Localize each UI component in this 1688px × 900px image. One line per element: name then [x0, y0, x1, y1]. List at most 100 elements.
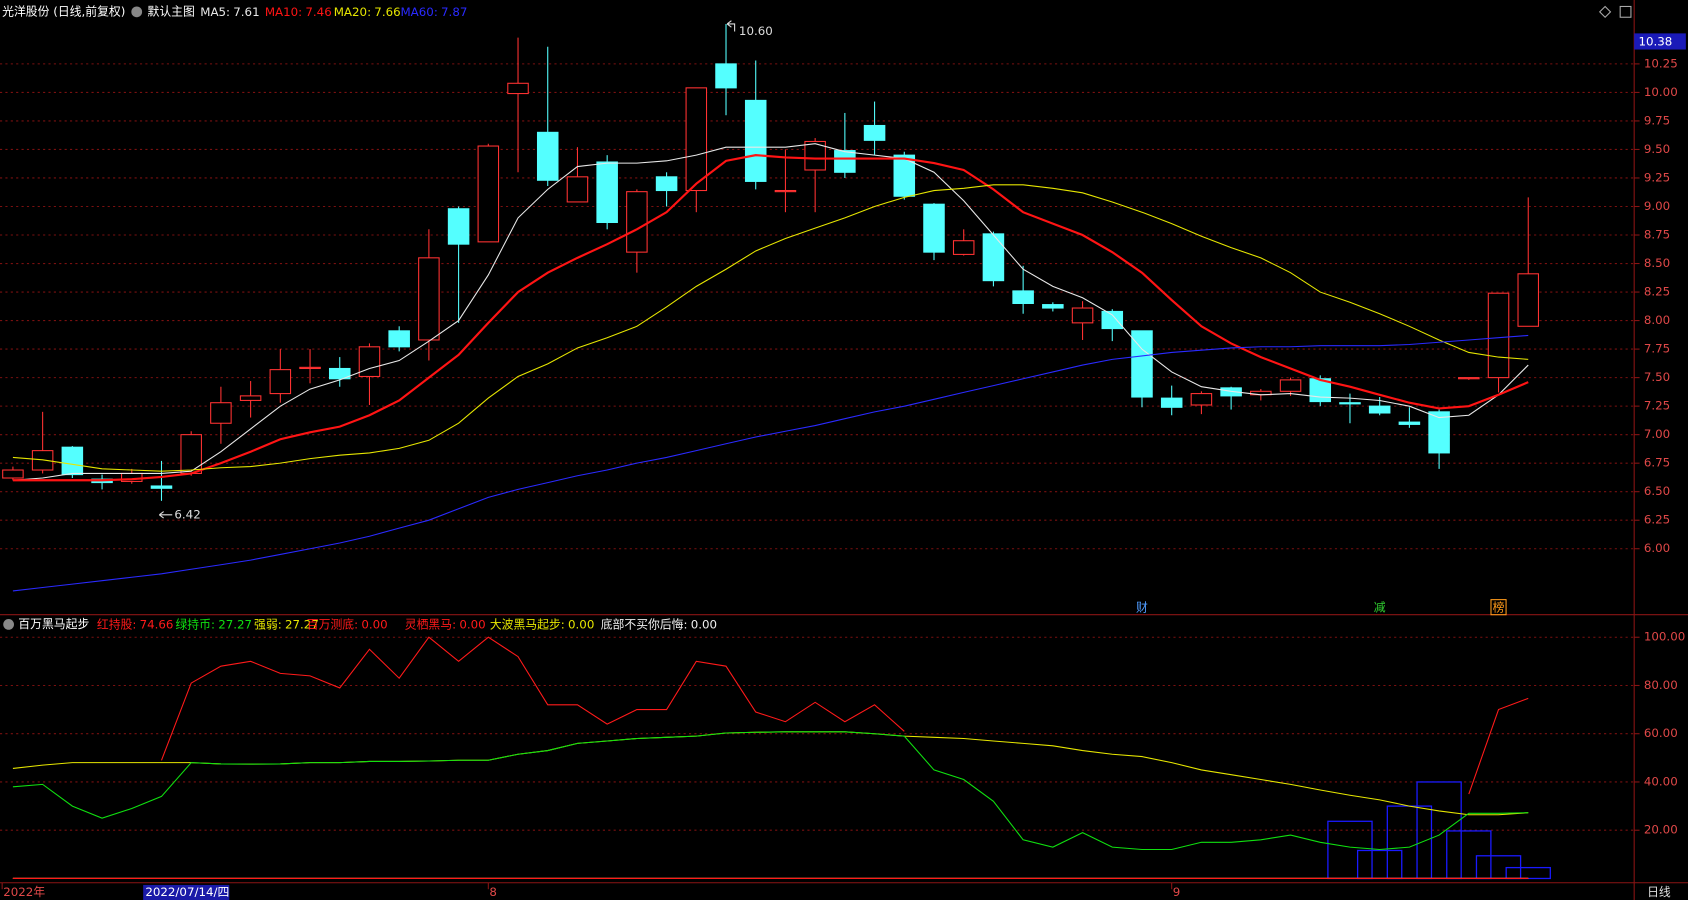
candle-body [1517, 273, 1540, 327]
cursor-price-box [1634, 33, 1686, 50]
legend-name: 百万测底: [307, 617, 358, 631]
legend-name: 大波黑马起步: [490, 617, 565, 631]
candle-body [1398, 421, 1421, 425]
candle-body [834, 150, 856, 173]
legend-item: 灵栖黑马: 0.00 [405, 617, 486, 631]
legend-item: MA10: 7.46 [265, 4, 332, 18]
y-tick-label: 6.50 [1644, 484, 1670, 498]
candle-body [418, 257, 440, 341]
window-icon[interactable] [1619, 5, 1632, 18]
legend-name: 底部不买你后悔: [601, 617, 688, 631]
legend-item: 百万测底: 0.00 [307, 617, 388, 631]
legend-item: 红持股: 74.66 [97, 617, 174, 631]
candle-body [507, 82, 529, 95]
candle-body [626, 191, 648, 253]
candle-body [1190, 393, 1213, 406]
y-tick-label: 8.25 [1644, 285, 1670, 299]
legend-item: 大波黑马起步: 0.00 [490, 617, 595, 631]
chart-title: 百万黑马起步 [18, 617, 89, 631]
legend-value: 0.00 [691, 617, 717, 631]
candle-body [1428, 411, 1450, 454]
candle-body [388, 330, 410, 348]
legend-name: 灵栖黑马: [405, 617, 456, 631]
candle-body [447, 208, 470, 245]
legend-value: 7.66 [374, 4, 400, 18]
min-arrow [159, 511, 173, 519]
candle-body [180, 434, 202, 474]
candle-body [744, 99, 767, 182]
legend-item: 底部不买你后悔: 0.00 [601, 617, 717, 631]
legend-name: MA20: [334, 4, 371, 18]
y-tick-label: 8.75 [1644, 228, 1670, 242]
legend-value: 74.66 [140, 617, 174, 631]
legend-item: MA5: 7.61 [200, 4, 259, 18]
y-tick-label: 40.00 [1644, 774, 1678, 788]
candle-body [1487, 292, 1510, 379]
legend-name: 强弱: [254, 617, 282, 631]
legend-value: 7.46 [305, 4, 331, 18]
x-tick-label: 9 [1173, 885, 1181, 899]
cursor-price: 10.38 [1638, 34, 1672, 48]
candle-body [893, 154, 916, 197]
menu-icon[interactable] [131, 6, 143, 18]
candle-body [804, 140, 826, 171]
candle-body [299, 366, 321, 370]
legend-item: 绿持币: 27.27 [175, 617, 252, 631]
legend-item: MA20: 7.66 [334, 4, 401, 18]
candle-body [1101, 310, 1124, 330]
y-tick-label: 6.00 [1644, 541, 1670, 555]
event-marker: 榜 [1493, 601, 1505, 615]
legend-name: MA60: [400, 4, 437, 18]
y-tick-label: 7.50 [1644, 370, 1670, 384]
series-line [160, 636, 1529, 795]
y-tick-label: 10.25 [1644, 56, 1678, 70]
series-line [12, 334, 1529, 592]
candle-body [536, 131, 559, 181]
legend-item: 强弱: 27.27 [254, 617, 319, 631]
min-label: 6.42 [174, 507, 200, 521]
menu-icon[interactable] [3, 619, 14, 630]
x-tick-label: 2022年 [3, 885, 45, 899]
max-arrow [726, 20, 736, 32]
y-tick-label: 60.00 [1644, 726, 1678, 740]
candle-body [1279, 379, 1302, 392]
candle-body [269, 369, 292, 395]
candle-body [982, 233, 1005, 282]
candle-body [477, 145, 500, 243]
cursor-date: 2022/07/14/四 [145, 885, 229, 899]
candle-body [1131, 330, 1153, 398]
event-marker: 财 [1136, 601, 1148, 615]
candle-body [1368, 405, 1391, 414]
candle-body [239, 395, 262, 401]
candle-body [1160, 397, 1183, 408]
diamond-icon[interactable] [1598, 5, 1612, 18]
y-tick-label: 8.00 [1644, 313, 1670, 327]
legend-value: 0.00 [459, 617, 485, 631]
legend-value: 27.27 [218, 617, 252, 631]
series-line [12, 184, 1529, 472]
candle-body [566, 176, 589, 203]
candle-body [774, 189, 797, 193]
legend-value: 7.87 [441, 4, 467, 18]
cursor-date-box [143, 884, 230, 900]
candle-body [358, 346, 381, 378]
y-tick-label: 6.75 [1644, 456, 1670, 470]
candle-body [1309, 378, 1332, 403]
y-tick-label: 10.00 [1644, 85, 1678, 99]
y-tick-label: 7.00 [1644, 427, 1670, 441]
series-line [12, 731, 1529, 851]
candle-body [596, 161, 618, 224]
legend-value: 7.61 [233, 4, 259, 18]
candle-body [61, 446, 84, 476]
event-marker: 减 [1374, 601, 1386, 615]
max-label: 10.60 [739, 24, 773, 38]
candle-body [952, 240, 975, 255]
legend-value: 0.00 [568, 617, 594, 631]
candle-body [328, 367, 351, 380]
candle-body [715, 63, 737, 89]
candle-body [1042, 304, 1064, 309]
y-tick-label: 8.50 [1644, 256, 1670, 270]
legend-name: MA10: [265, 4, 302, 18]
